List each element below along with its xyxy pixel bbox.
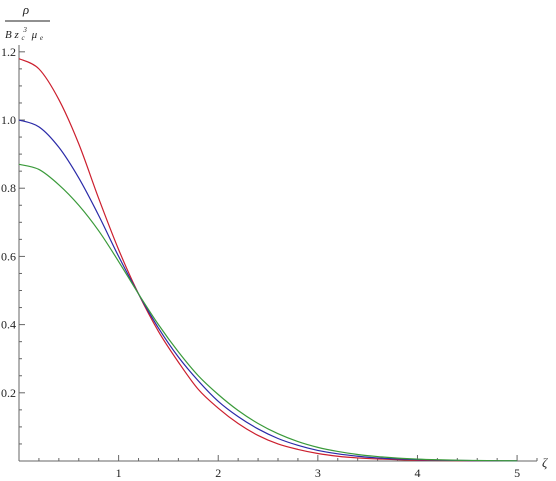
- y-tick-label: 1.2: [1, 45, 16, 59]
- series-line-2: [18, 119, 518, 462]
- y-axis-label-numerator: ρ: [22, 2, 29, 17]
- y-tick-label: 0.8: [1, 181, 16, 195]
- y-axis-label-denominator: B z c 3 μ e: [5, 23, 43, 43]
- y-tick-label: 0.6: [1, 249, 16, 263]
- axis-ticks: 1 2 3 4 5 0.2 0.4 0.6 0.8 1.0 1.2: [1, 45, 538, 480]
- y-tick-label: 0.4: [1, 318, 16, 332]
- x-tick-label: 4: [414, 466, 420, 480]
- x-axis-label: ζ: [542, 455, 548, 470]
- x-tick-label: 5: [514, 466, 520, 480]
- y-axis-label: ρ B z c 3 μ e: [5, 2, 50, 43]
- x-tick-label: 2: [215, 466, 221, 480]
- y-tick-label: 1.0: [1, 113, 16, 127]
- y-tick-label: 0.2: [1, 386, 16, 400]
- x-tick-label: 1: [116, 466, 122, 480]
- series-line-3: [18, 163, 518, 462]
- series-lines: [18, 58, 518, 462]
- x-tick-label: 3: [315, 466, 321, 480]
- series-line-1: [18, 58, 518, 462]
